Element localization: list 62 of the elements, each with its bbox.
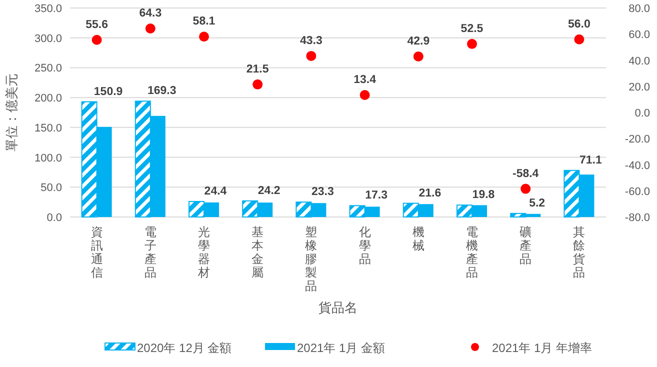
data-label: 150.9: [94, 86, 123, 98]
point: [252, 79, 263, 90]
data-label: 71.1: [580, 154, 602, 166]
legend-label: 2021年 1月 年增率: [492, 341, 592, 355]
point: [413, 51, 424, 62]
y-tick-label: 150.0: [34, 122, 62, 134]
y-tick-label: 50.0: [40, 182, 62, 194]
x-tick-label: 資訊通信: [90, 225, 103, 280]
data-label: 13.4: [354, 74, 377, 86]
data-label: 19.8: [472, 189, 496, 202]
y-tick-label: 300.0: [34, 32, 62, 45]
y2-tick-label: -20.0: [624, 134, 650, 146]
data-label: 24.2: [258, 184, 280, 197]
point: [520, 184, 531, 194]
data-label: 23.3: [312, 186, 334, 198]
point: [360, 90, 370, 100]
data-label: 58.1: [192, 16, 216, 28]
point: [467, 38, 477, 49]
x-tick-label: 基本金屬: [252, 225, 264, 280]
data-label: 42.9: [407, 35, 430, 48]
y2-tick-label: 80.0: [628, 3, 650, 15]
y-tick-label: 350.0: [34, 3, 62, 15]
x-tick-label: 光學器材: [197, 225, 210, 280]
legend-label: 2021年 1月 金額: [297, 341, 386, 355]
y2-tick-label: -80.0: [624, 212, 650, 224]
data-label: 55.6: [86, 18, 108, 31]
point: [92, 34, 102, 45]
y-axis-title: 單位：億美元: [4, 74, 19, 152]
data-label: 17.3: [365, 190, 388, 202]
x-tick-label: 電機產品: [466, 225, 478, 280]
y2-tick-label: 60.0: [628, 29, 650, 42]
point: [145, 24, 156, 34]
point: [574, 34, 584, 44]
data-label: 52.5: [460, 22, 484, 35]
data-label: 24.4: [204, 185, 228, 198]
y-tick-label: 200.0: [34, 92, 62, 105]
y2-tick-label: -60.0: [624, 186, 650, 198]
y-tick-label: 100.0: [34, 152, 62, 164]
y-tick-label: 250.0: [34, 62, 62, 75]
data-label: 21.6: [418, 187, 442, 200]
y2-tick-label: -40.0: [624, 160, 650, 172]
data-label: 43.3: [300, 34, 322, 47]
x-tick-label: 電子產品: [144, 225, 156, 280]
x-tick-label: 化學品: [358, 225, 371, 266]
x-tick-label: 礦產品: [520, 225, 532, 266]
data-label: 169.3: [148, 85, 176, 98]
y-tick-label: 0.0: [46, 212, 62, 224]
legend-label: 2020年 12月 金額: [137, 341, 232, 355]
x-tick-label: 機械: [412, 225, 424, 252]
y2-tick-label: 40.0: [628, 55, 650, 68]
x-tick-label: 其餘貨品: [573, 225, 586, 280]
data-label: -58.4: [512, 168, 540, 180]
point: [199, 32, 209, 42]
x-tick-label: 塑橡膠製品: [305, 225, 318, 293]
y2-tick-label: 0.0: [634, 108, 650, 120]
data-label: 64.3: [139, 8, 162, 20]
x-axis-title: 貨品名: [318, 300, 358, 315]
data-label: 5.2: [529, 197, 546, 210]
data-label: 56.0: [568, 18, 590, 30]
point: [306, 50, 316, 61]
data-label: 21.5: [246, 63, 270, 76]
y2-tick-label: 20.0: [628, 81, 650, 94]
